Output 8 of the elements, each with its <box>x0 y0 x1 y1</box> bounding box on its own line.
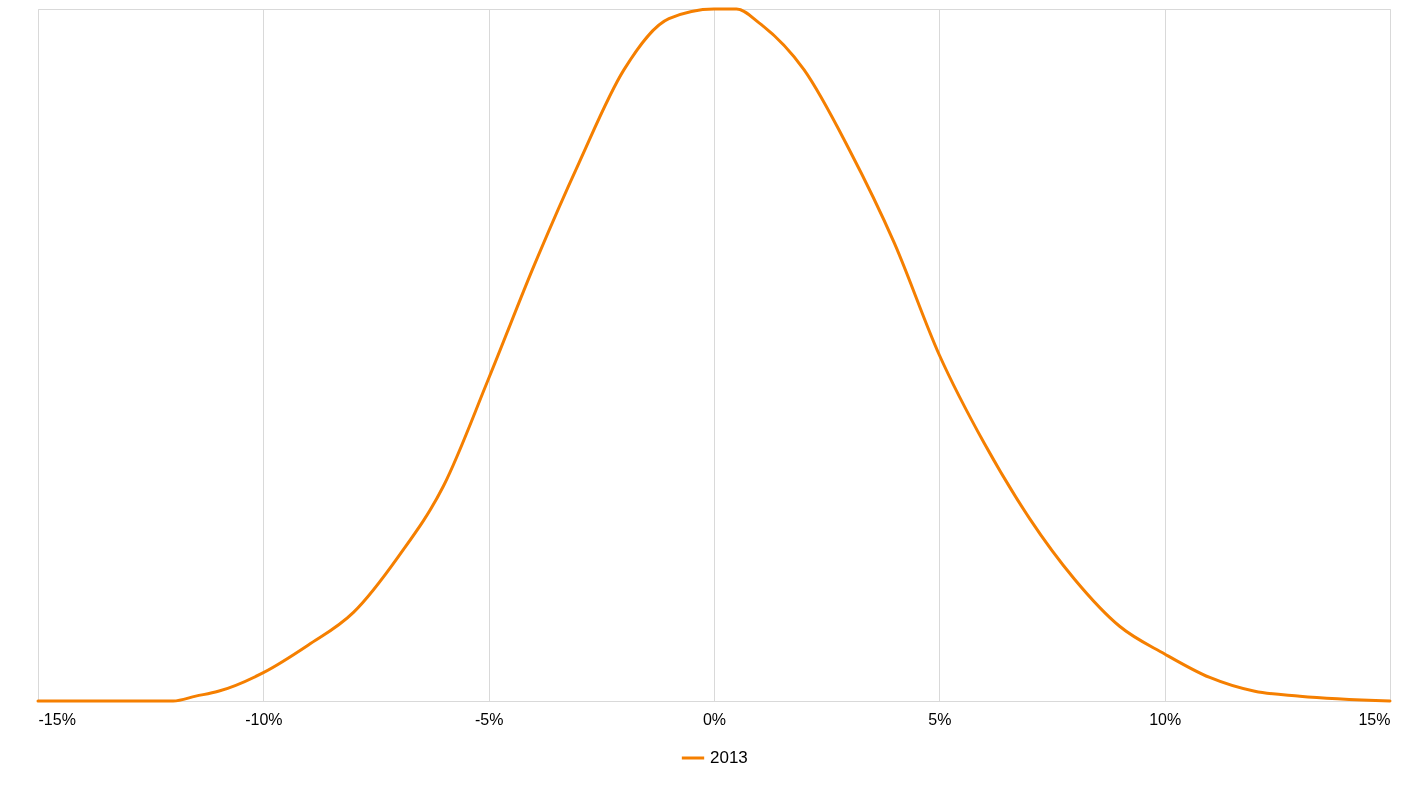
x-tick-label: 5% <box>928 710 952 728</box>
x-tick-label: 10% <box>1149 710 1182 728</box>
x-tick-label: -5% <box>474 710 504 728</box>
x-tick-label: 0% <box>702 710 727 728</box>
legend-label: 2013 <box>710 748 748 767</box>
x-tick-label: -10% <box>245 710 283 728</box>
x-tick-label: 15% <box>1358 710 1391 728</box>
x-tick-label: -15% <box>38 710 76 728</box>
